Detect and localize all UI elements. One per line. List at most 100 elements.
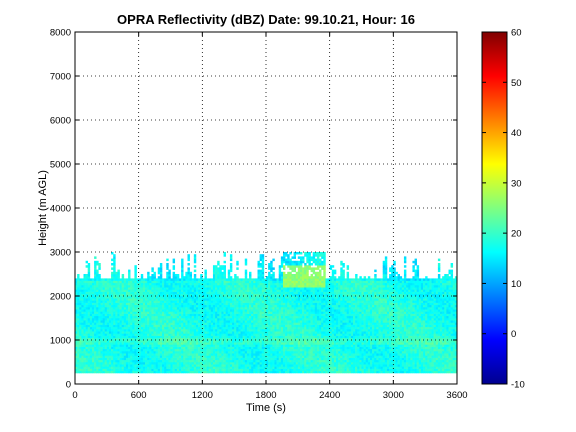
heatmap-cell xyxy=(246,318,250,321)
heatmap-cell xyxy=(111,274,114,277)
heatmap-cell xyxy=(291,307,294,310)
heatmap-cell xyxy=(242,340,246,343)
heatmap-cell xyxy=(249,298,252,301)
heatmap-cell xyxy=(244,335,248,339)
heatmap-cell xyxy=(282,315,286,319)
heatmap-cell xyxy=(113,320,116,323)
heatmap-cell xyxy=(238,329,241,332)
heatmap-cell xyxy=(266,315,269,319)
heatmap-cell xyxy=(219,335,222,339)
heatmap-cell xyxy=(123,326,127,330)
heatmap-cell xyxy=(121,348,125,352)
heatmap-cell xyxy=(227,282,231,286)
heatmap-cell xyxy=(168,278,171,281)
heatmap-cell xyxy=(166,291,169,295)
heatmap-cell xyxy=(111,276,114,279)
heatmap-cell xyxy=(164,322,167,325)
heatmap-cell xyxy=(223,326,226,330)
heatmap-cell xyxy=(291,278,294,281)
heatmap-cell xyxy=(261,276,265,279)
heatmap-cell xyxy=(210,331,214,334)
heatmap-cell xyxy=(85,351,89,354)
heatmap-cell xyxy=(280,278,284,281)
heatmap-cell xyxy=(229,282,233,286)
heatmap-cell xyxy=(117,342,120,345)
heatmap-cell xyxy=(236,315,239,319)
heatmap-cell xyxy=(249,278,252,281)
heatmap-cell xyxy=(85,300,89,303)
heatmap-cell xyxy=(89,280,93,284)
heatmap-cell xyxy=(268,357,271,361)
heatmap-cell xyxy=(187,355,190,358)
heatmap-cell xyxy=(232,278,235,281)
heatmap-cell xyxy=(170,351,173,354)
heatmap-cell xyxy=(125,289,129,292)
heatmap-cell xyxy=(240,366,243,369)
heatmap-cell xyxy=(229,304,233,308)
heatmap-cell xyxy=(94,366,97,369)
heatmap-cell xyxy=(147,307,150,310)
heatmap-cell xyxy=(217,337,220,341)
heatmap-cell xyxy=(121,353,125,356)
heatmap-cell xyxy=(176,362,180,365)
heatmap-cell xyxy=(217,289,220,292)
heatmap-cell xyxy=(208,364,212,367)
heatmap-cell xyxy=(285,337,288,341)
heatmap-cell xyxy=(221,331,224,334)
heatmap-cell xyxy=(200,307,203,310)
heatmap-cell xyxy=(125,355,129,358)
heatmap-cell xyxy=(244,298,248,301)
heatmap-cell xyxy=(244,331,248,334)
heatmap-cell xyxy=(295,287,299,290)
heatmap-cell xyxy=(185,285,188,288)
heatmap-cell xyxy=(270,355,273,358)
heatmap-cell xyxy=(266,309,269,312)
heatmap-cell xyxy=(263,366,267,369)
heatmap-cell xyxy=(287,285,290,288)
heatmap-cell xyxy=(159,324,163,328)
heatmap-cell xyxy=(227,340,231,343)
heatmap-cell xyxy=(183,309,186,312)
heatmap-cell xyxy=(187,311,190,314)
heatmap-cell xyxy=(195,335,199,339)
heatmap-cell xyxy=(181,302,184,306)
heatmap-cell xyxy=(289,274,292,277)
heatmap-cell xyxy=(85,329,89,332)
heatmap-cell xyxy=(293,304,297,308)
heatmap-cell xyxy=(295,289,299,292)
heatmap-cell xyxy=(193,344,197,347)
heatmap-cell xyxy=(244,276,248,279)
heatmap-cell xyxy=(96,322,99,325)
heatmap-cell xyxy=(174,355,178,358)
heatmap-cell xyxy=(151,337,154,341)
heatmap-cell xyxy=(81,340,84,343)
heatmap-cell xyxy=(77,318,80,321)
heatmap-cell xyxy=(212,357,216,361)
heatmap-cell xyxy=(257,282,260,286)
heatmap-cell xyxy=(217,280,220,284)
heatmap-cell xyxy=(111,340,114,343)
heatmap-cell xyxy=(128,287,131,290)
heatmap-cell xyxy=(136,302,139,306)
heatmap-cell xyxy=(276,359,280,363)
heatmap-cell xyxy=(183,366,186,369)
heatmap-cell xyxy=(274,357,277,361)
heatmap-cell xyxy=(223,320,226,323)
heatmap-cell xyxy=(104,337,108,341)
heatmap-cell xyxy=(176,304,180,308)
heatmap-cell xyxy=(85,304,89,308)
heatmap-cell xyxy=(217,364,220,367)
heatmap-cell xyxy=(285,300,288,303)
heatmap-cell xyxy=(272,322,275,325)
heatmap-cell xyxy=(117,357,120,361)
heatmap-cell xyxy=(240,324,243,328)
heatmap-cell xyxy=(142,370,146,374)
heatmap-cell xyxy=(183,296,186,299)
heatmap-cell xyxy=(242,322,246,325)
heatmap-cell xyxy=(162,364,165,367)
heatmap-cell xyxy=(251,307,254,310)
heatmap-cell xyxy=(212,313,216,317)
heatmap-cell xyxy=(293,298,297,301)
heatmap-cell xyxy=(168,326,171,330)
heatmap-cell xyxy=(227,322,231,325)
